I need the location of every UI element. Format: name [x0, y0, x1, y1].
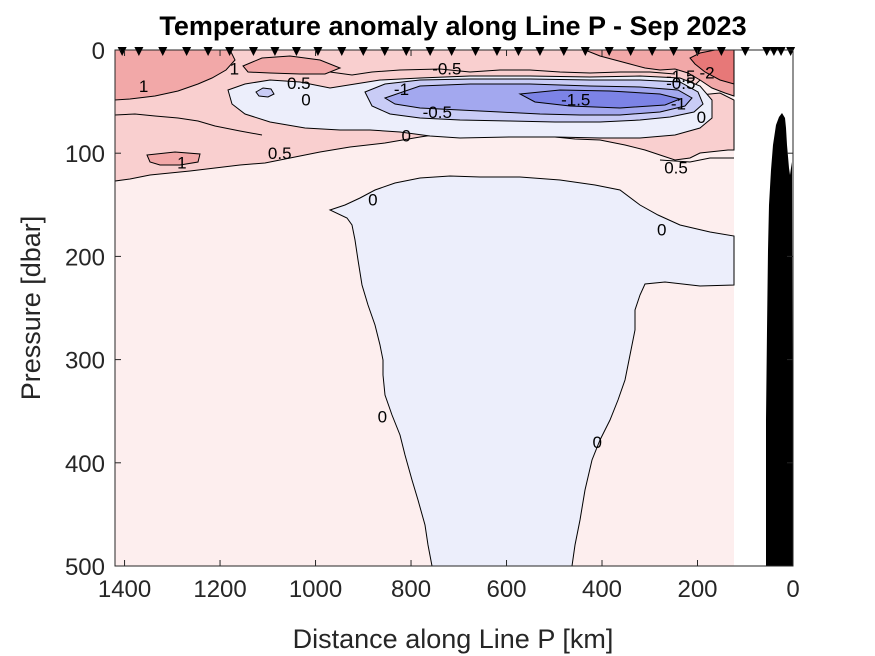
x-tick-label: 400: [582, 576, 622, 603]
contour-label: -0.5: [432, 60, 461, 79]
station-marker: [182, 47, 192, 56]
y-tick-label: 300: [65, 348, 105, 375]
contour-label: -0.5: [423, 103, 452, 122]
contour-label: 1: [177, 153, 186, 172]
y-tick-label: 500: [65, 554, 105, 581]
x-tick-label: 600: [486, 576, 526, 603]
contour-fill-warm-1-center: [242, 55, 342, 75]
contour-label: 0: [378, 407, 387, 426]
plot-area: 110.50-0.5-1-0.5-1.500.51000.50-0.5-1-1.…: [114, 47, 796, 567]
station-marker: [669, 47, 679, 56]
x-tick-label: 1400: [98, 576, 151, 603]
contour-fill-warm-1-deep: [146, 151, 201, 166]
station-marker: [358, 47, 368, 56]
contour-label: 0.5: [664, 159, 688, 178]
station-marker: [117, 47, 127, 56]
station-marker: [225, 47, 235, 56]
contour-label: -1.5: [561, 91, 590, 110]
station-marker: [769, 47, 779, 56]
x-tick-label: 800: [391, 576, 431, 603]
x-axis-label: Distance along Line P [km]: [293, 624, 614, 654]
station-marker: [535, 47, 545, 56]
contour-label: 0.5: [268, 144, 292, 163]
contour-line-05-right: [659, 157, 734, 163]
contour-labels: 110.50-0.5-1-0.5-1.500.51000.50-0.5-1-1.…: [139, 60, 715, 453]
station-marker: [248, 47, 258, 56]
contour-fill-cool-0-deep: [328, 175, 735, 567]
station-marker: [291, 47, 301, 56]
station-marker: [647, 47, 657, 56]
station-marker: [380, 47, 390, 56]
contour-fill-warm-15: [689, 49, 735, 85]
contour-label: 0: [368, 191, 377, 210]
station-marker: [158, 47, 168, 56]
contour-label: 1: [230, 60, 239, 79]
station-marker: [337, 47, 347, 56]
x-tick-label: 200: [677, 576, 717, 603]
station-marker: [776, 47, 786, 56]
station-marker: [740, 47, 750, 56]
contour-label: 0: [697, 108, 706, 127]
x-axis-ticks: 1400 1200 1000 800 600 400 200 0: [98, 50, 800, 603]
contour-label: 1: [139, 77, 148, 96]
contour-label: 0.5: [287, 74, 311, 93]
station-marker: [313, 47, 323, 56]
x-tick-label: 1000: [289, 576, 342, 603]
station-marker: [447, 47, 457, 56]
y-tick-label: 100: [65, 141, 105, 168]
station-marker: [786, 47, 796, 56]
station-marker: [580, 47, 590, 56]
y-tick-label: 400: [65, 451, 105, 478]
contour-label: -1.5: [666, 67, 695, 86]
contour-label: 0: [301, 91, 310, 110]
bathymetry: [766, 113, 793, 566]
y-axis-label: Pressure [dbar]: [16, 216, 46, 401]
contour-label: 0: [593, 433, 602, 452]
contour-line-05-upper: [329, 68, 676, 76]
station-marker: [401, 47, 411, 56]
station-marker: [626, 47, 636, 56]
station-marker: [492, 47, 502, 56]
y-tick-label: 200: [65, 244, 105, 271]
station-marker: [559, 47, 569, 56]
station-marker: [470, 47, 480, 56]
contour-fill-warm-1-left: [114, 49, 236, 101]
station-marker: [203, 47, 213, 56]
contour-fill-cool-15: [518, 89, 682, 109]
contour-label: -2: [699, 64, 714, 83]
y-tick-label: 0: [92, 38, 105, 65]
contour-line-0-upper: [114, 113, 263, 136]
contour-label: 0: [402, 127, 411, 146]
chart-title: Temperature anomaly along Line P - Sep 2…: [159, 11, 746, 41]
station-marker: [134, 47, 144, 56]
station-marker: [270, 47, 280, 56]
station-marker: [425, 47, 435, 56]
station-marker: [513, 47, 523, 56]
contour-label: -1: [671, 95, 686, 114]
station-marker: [604, 47, 614, 56]
contour-label: -1: [394, 80, 409, 99]
station-marker: [762, 47, 772, 56]
station-marker: [716, 47, 726, 56]
x-tick-label: 0: [786, 576, 799, 603]
x-tick-label: 1200: [193, 576, 246, 603]
station-markers: [117, 47, 796, 56]
contour-label: -0.5: [666, 74, 695, 93]
contour-label: 0: [657, 221, 666, 240]
contour-fill-cool-pocket: [255, 87, 275, 98]
